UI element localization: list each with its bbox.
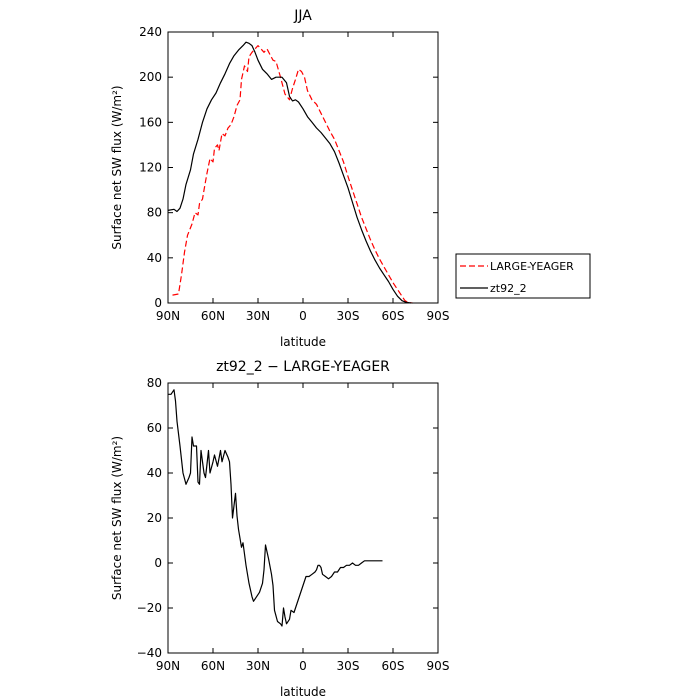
y-tick-label: 40 [147, 466, 162, 480]
x-tick-label: 0 [299, 659, 307, 673]
plot-frame [167, 31, 439, 304]
x-tick-label: 30S [337, 659, 360, 673]
x-tick-label: 30N [246, 659, 270, 673]
y-tick-label: −20 [137, 601, 162, 615]
x-tick-label: 0 [299, 309, 307, 323]
legend-label: LARGE-YEAGER [490, 260, 574, 273]
x-tick-label: 90N [156, 309, 180, 323]
legend-label: zt92_2 [490, 282, 527, 295]
y-tick-label: 160 [139, 115, 162, 129]
x-axis-label: latitude [280, 685, 326, 699]
y-tick-label: 0 [154, 556, 162, 570]
x-tick-label: 90S [427, 309, 450, 323]
chart-title: zt92_2 − LARGE-YEAGER [216, 359, 390, 375]
y-tick-label: 80 [147, 206, 162, 220]
x-tick-label: 60S [382, 659, 405, 673]
series-line-large-yeager [172, 45, 413, 304]
y-tick-label: 60 [147, 421, 162, 435]
y-tick-label: 40 [147, 251, 162, 265]
y-tick-label: −40 [137, 646, 162, 660]
x-tick-label: 90S [427, 659, 450, 673]
x-tick-label: 30S [337, 309, 360, 323]
chart-title: JJA [293, 8, 312, 24]
x-tick-label: 60S [382, 309, 405, 323]
x-tick-label: 30N [246, 309, 270, 323]
y-tick-label: 200 [139, 70, 162, 84]
plot-frame [167, 382, 439, 654]
legend-box [455, 253, 591, 299]
x-tick-label: 60N [201, 659, 225, 673]
legend: LARGE-YEAGER zt92_2 [455, 253, 591, 299]
y-tick-label: 20 [147, 511, 162, 525]
y-axis-label: Surface net SW flux (W/m²) [110, 436, 124, 600]
y-tick-label: 240 [139, 25, 162, 39]
series-line-diff-0 [168, 389, 383, 627]
x-tick-label: 90N [156, 659, 180, 673]
y-tick-label: 120 [139, 161, 162, 175]
x-tick-label: 60N [201, 309, 225, 323]
top-panel: 90N 60N 30N 0 30S 60S 90S 0 40 80 120 160 200 240 JJA l… [110, 8, 591, 349]
y-tick-label: 0 [154, 296, 162, 310]
x-axis-label: latitude [280, 335, 326, 349]
bottom-panel: 90N 60N 30N 0 30S 60S 90S −40 −20 0 20 40 60 80 zt92_2… [110, 359, 449, 699]
y-tick-label: 80 [147, 376, 162, 390]
series-line-zt92-2 [167, 41, 412, 304]
y-axis-label: Surface net SW flux (W/m²) [110, 85, 124, 249]
